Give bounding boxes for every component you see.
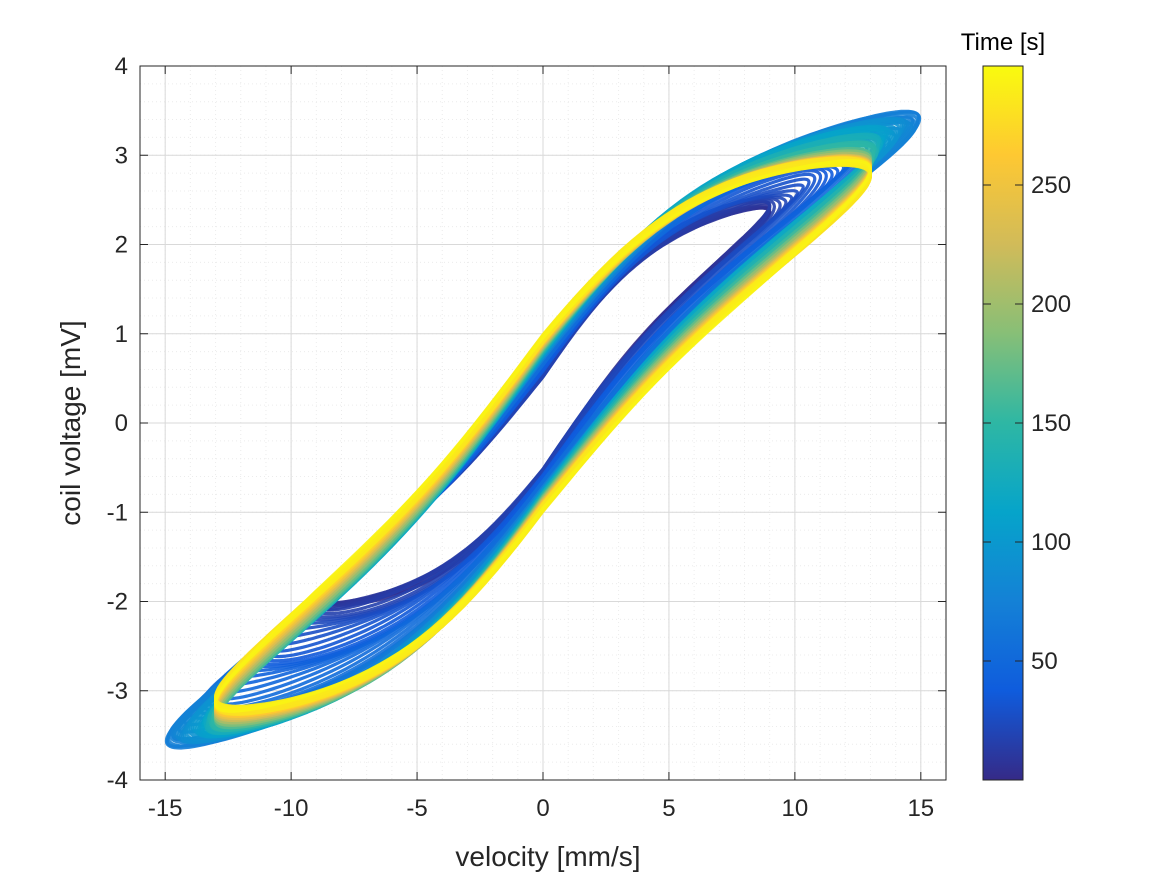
x-tick-label: 0: [536, 795, 549, 822]
colorbar-ticks: 50 100 150 200 250: [983, 172, 1071, 675]
colorbar: Time [s] 50 100 150 200 250: [961, 29, 1071, 781]
y-tick-label: -2: [107, 589, 128, 616]
x-tick-label: -5: [406, 795, 427, 822]
colorbar-tick-label: 100: [1031, 529, 1071, 556]
colorbar-title: Time [s]: [961, 29, 1045, 56]
y-tick-label: -3: [107, 678, 128, 705]
colorbar-tick-label: 50: [1031, 648, 1058, 675]
y-tick-label: 3: [115, 142, 128, 169]
data-layer: [164, 109, 922, 750]
x-tick-label: 15: [907, 795, 934, 822]
x-ticks: -15 -10 -5 0 5 10 15: [148, 66, 934, 822]
y-axis-label: coil voltage [mV]: [55, 320, 86, 525]
y-tick-label: 2: [115, 232, 128, 259]
loop-trace: [214, 159, 873, 713]
x-tick-label: -15: [148, 795, 183, 822]
y-tick-label: -4: [107, 767, 128, 794]
y-tick-label: 0: [115, 410, 128, 437]
colorbar-tick-label: 200: [1031, 291, 1071, 318]
x-tick-label: -10: [274, 795, 309, 822]
x-axis-label: velocity [mm/s]: [455, 841, 640, 872]
y-tick-label: -1: [107, 499, 128, 526]
x-tick-label: 5: [662, 795, 675, 822]
y-tick-label: 4: [115, 53, 128, 80]
y-tick-label: 1: [115, 321, 128, 348]
x-tick-label: 10: [782, 795, 809, 822]
colorbar-tick-label: 150: [1031, 410, 1071, 437]
colorbar-tick-label: 250: [1031, 172, 1071, 199]
y-ticks: -4 -3 -2 -1 0 1 2 3 4: [107, 53, 946, 794]
